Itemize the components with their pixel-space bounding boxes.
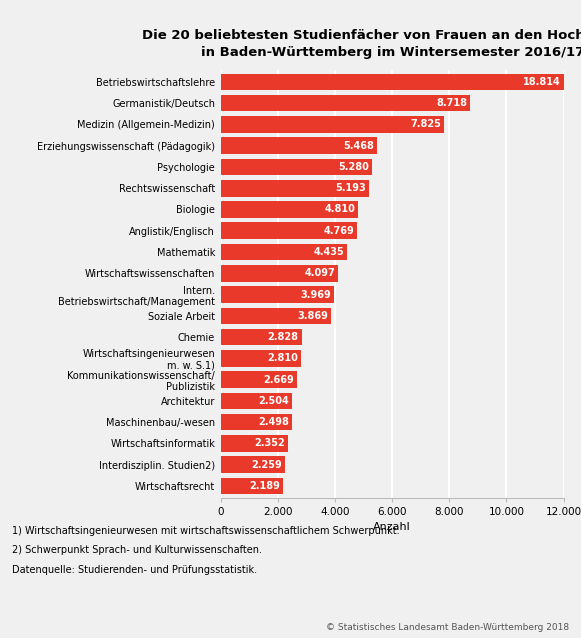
- Text: 2.259: 2.259: [252, 459, 282, 470]
- Text: 2.810: 2.810: [267, 353, 298, 364]
- Text: 2.828: 2.828: [268, 332, 299, 342]
- Text: 3.869: 3.869: [297, 311, 328, 321]
- Bar: [221, 159, 372, 175]
- Text: 2.669: 2.669: [263, 375, 294, 385]
- Bar: [221, 265, 338, 281]
- Text: 7.825: 7.825: [411, 119, 442, 130]
- Text: © Statistisches Landesamt Baden-Württemberg 2018: © Statistisches Landesamt Baden-Württemb…: [327, 623, 569, 632]
- Bar: [221, 308, 331, 324]
- Bar: [221, 201, 358, 218]
- Bar: [221, 478, 284, 494]
- Text: 2.352: 2.352: [254, 438, 285, 449]
- Bar: [221, 223, 357, 239]
- Bar: [221, 456, 285, 473]
- Text: 2.498: 2.498: [259, 417, 289, 427]
- Bar: [221, 73, 581, 90]
- Text: 2) Schwerpunkt Sprach- und Kulturwissenschaften.: 2) Schwerpunkt Sprach- und Kulturwissens…: [12, 545, 261, 556]
- Text: 8.718: 8.718: [436, 98, 467, 108]
- Bar: [221, 414, 292, 431]
- Bar: [221, 371, 297, 388]
- Text: 1) Wirtschaftsingenieurwesen mit wirtschaftswissenschaftlichem Schwerpunkt.: 1) Wirtschaftsingenieurwesen mit wirtsch…: [12, 526, 399, 537]
- Bar: [221, 435, 288, 452]
- Text: 4.769: 4.769: [324, 226, 354, 236]
- Text: 2.189: 2.189: [250, 481, 281, 491]
- Text: 2.504: 2.504: [259, 396, 289, 406]
- Bar: [221, 350, 301, 367]
- Bar: [221, 137, 377, 154]
- Text: 3.969: 3.969: [300, 290, 331, 300]
- Text: 18.814: 18.814: [523, 77, 561, 87]
- Text: 5.193: 5.193: [335, 183, 366, 193]
- Title: Die 20 beliebtesten Studienfächer von Frauen an den Hochschulen
in Baden-Württem: Die 20 beliebtesten Studienfächer von Fr…: [142, 29, 581, 59]
- Bar: [221, 244, 347, 260]
- Text: 4.097: 4.097: [304, 268, 335, 278]
- Bar: [221, 116, 444, 133]
- Text: 5.280: 5.280: [338, 162, 369, 172]
- Bar: [221, 180, 369, 197]
- X-axis label: Anzahl: Anzahl: [374, 523, 411, 532]
- Bar: [221, 392, 292, 409]
- Bar: [221, 286, 334, 303]
- Text: 5.468: 5.468: [343, 140, 374, 151]
- Bar: [221, 95, 470, 112]
- Text: Datenquelle: Studierenden- und Prüfungsstatistik.: Datenquelle: Studierenden- und Prüfungss…: [12, 565, 257, 575]
- Text: 4.810: 4.810: [324, 204, 356, 214]
- Text: 4.435: 4.435: [314, 247, 345, 257]
- Bar: [221, 329, 302, 345]
